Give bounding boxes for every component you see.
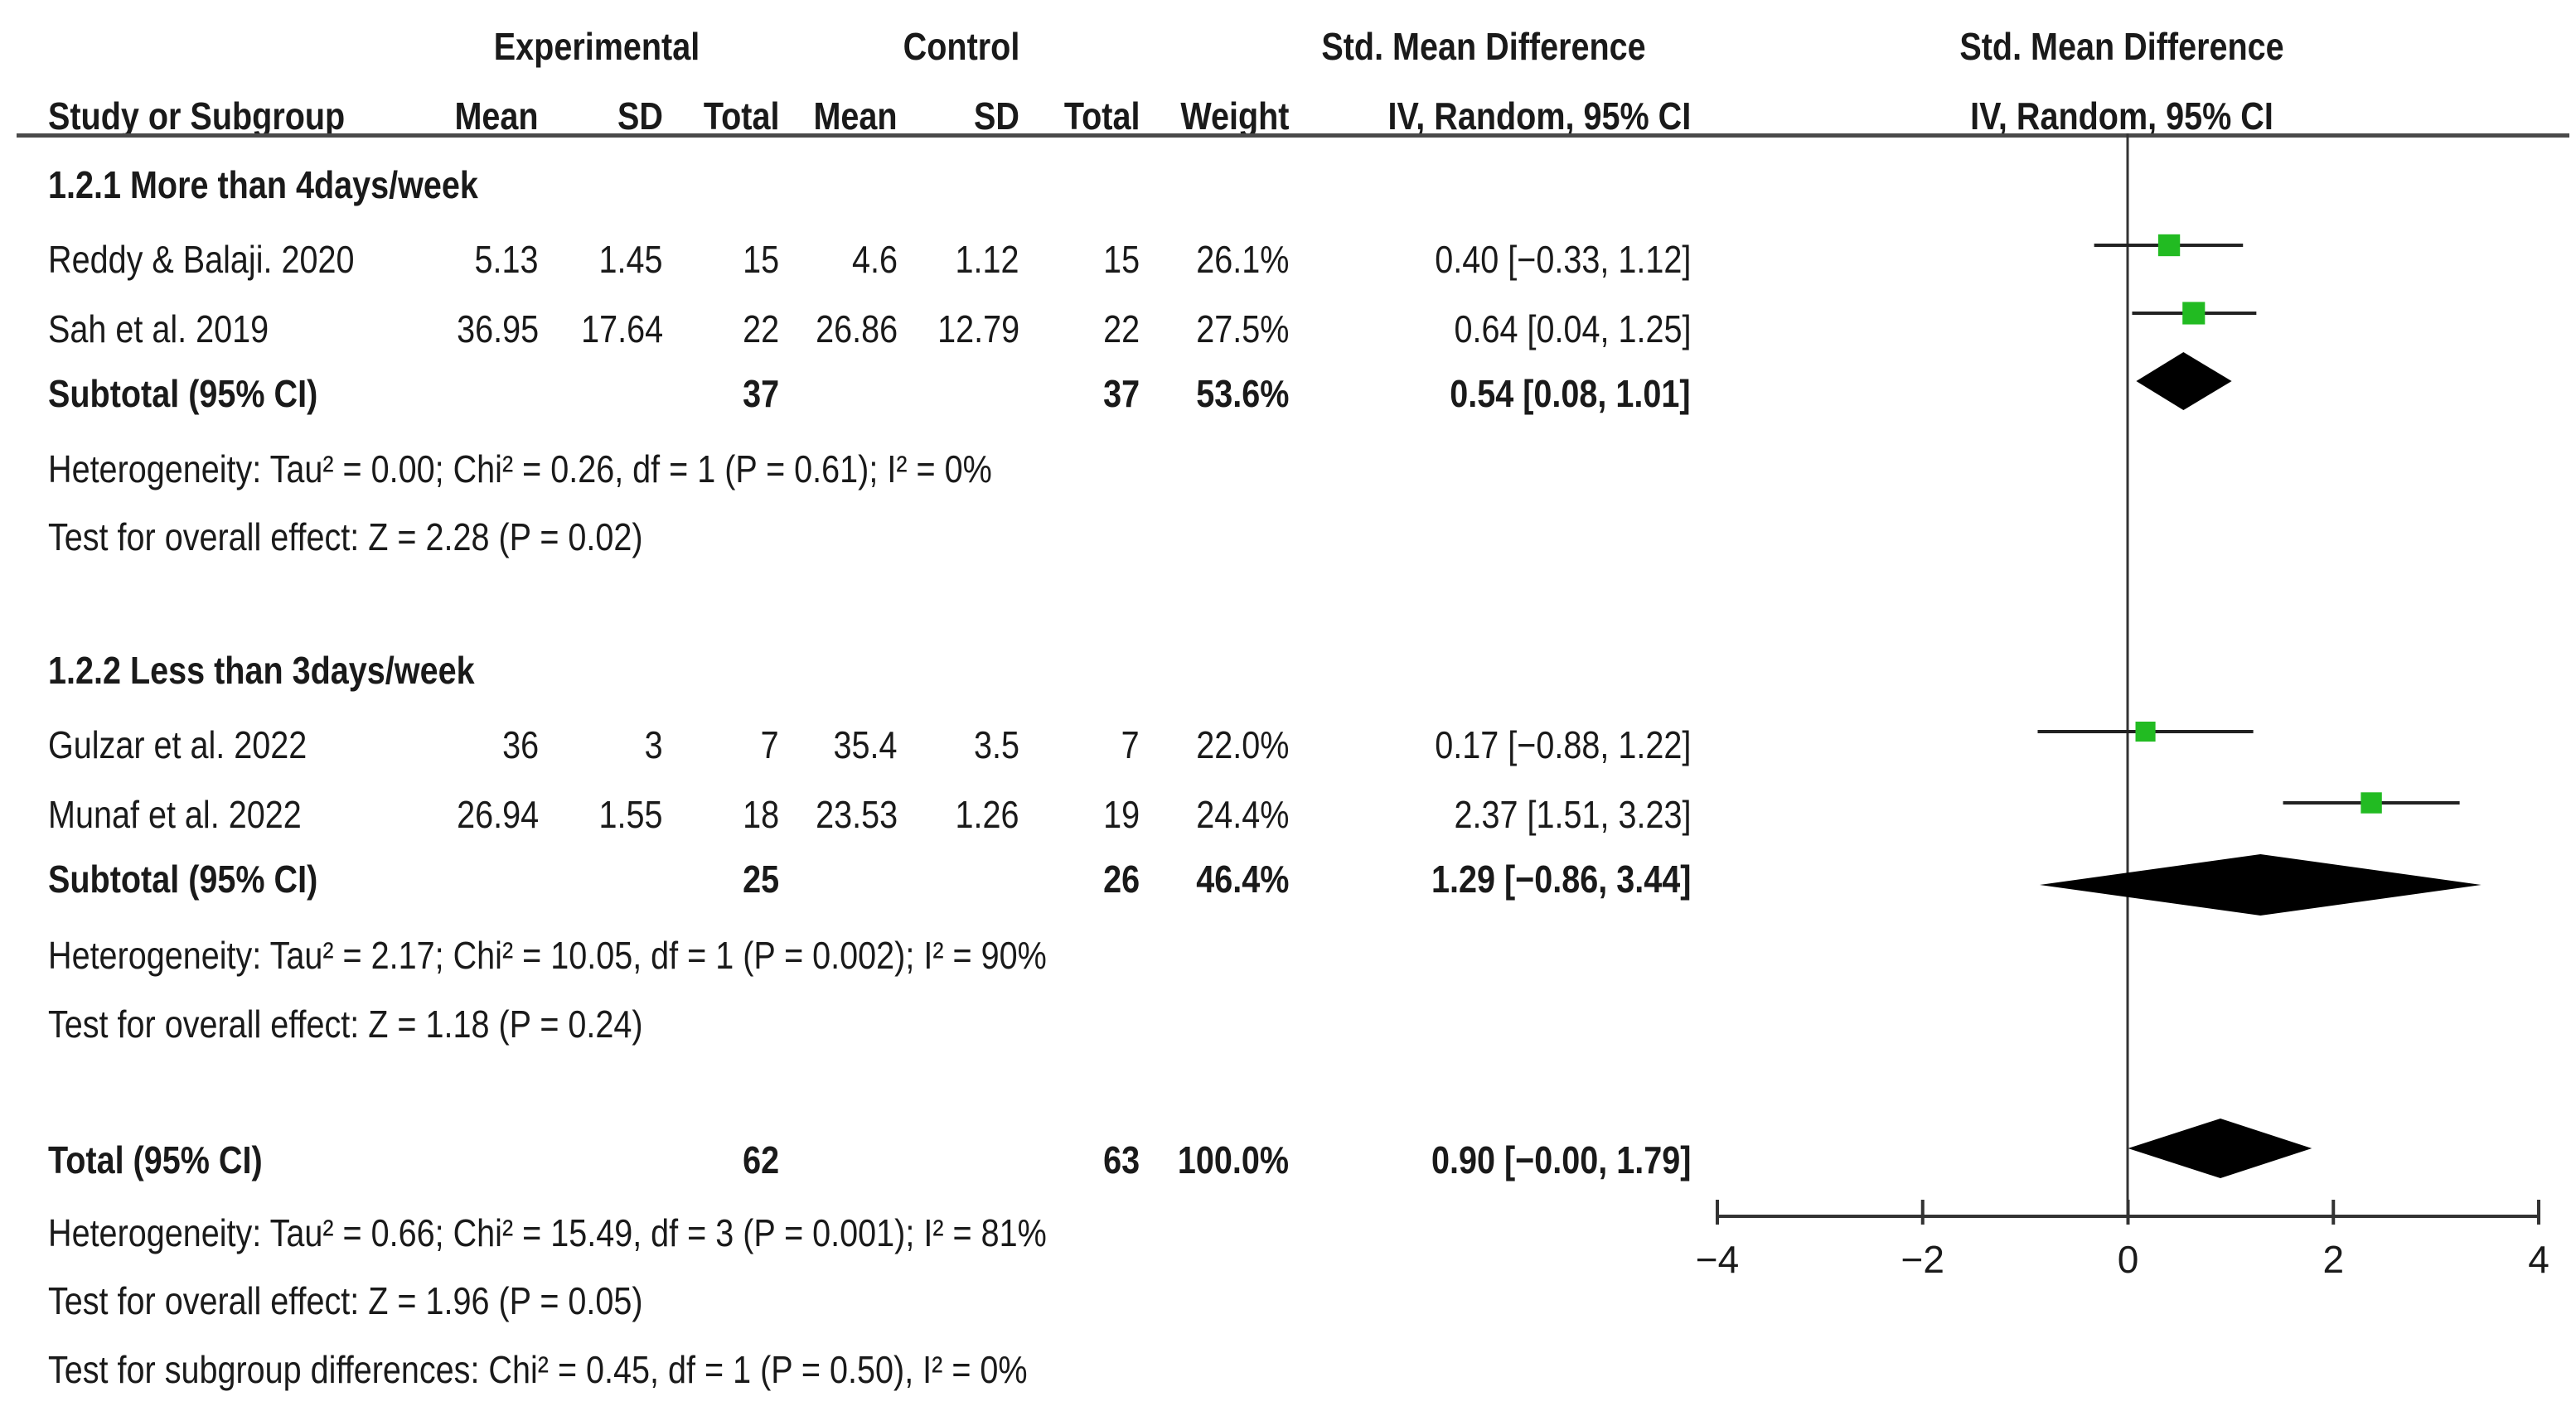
experimental-header: Experimental [493, 25, 700, 68]
e-total: 25 [742, 858, 779, 901]
c-mean: 23.53 [815, 793, 898, 836]
c-sd: 12.79 [937, 307, 1019, 350]
smd-table-header: Std. Mean Difference [1321, 25, 1646, 68]
header-rule [17, 133, 2569, 138]
effect-ci: 1.29 [−0.86, 3.44] [1431, 858, 1691, 901]
weight: 27.5% [1195, 307, 1289, 350]
col-plot-method: IV, Random, 95% CI [1970, 94, 2273, 138]
subtotal-label: Subtotal (95% CI) [48, 858, 318, 901]
col-c-mean: Mean [813, 94, 898, 138]
study-point-marker [2157, 234, 2181, 257]
e-sd: 3 [644, 723, 663, 766]
x-tick-label: −2 [1901, 1238, 1944, 1281]
overall-effect-text: Test for overall effect: Z = 1.18 (P = 0… [48, 1003, 643, 1046]
summary-diamond [2039, 854, 2482, 916]
heterogeneity-text: Heterogeneity: Tau² = 0.66; Chi² = 15.49… [48, 1211, 1047, 1254]
control-header: Control [903, 25, 1020, 68]
study-name: Munaf et al. 2022 [48, 793, 302, 836]
e-total: 15 [742, 238, 779, 281]
col-weight: Weight [1179, 94, 1289, 138]
summary-diamond [2136, 352, 2232, 410]
study-point-marker [2135, 721, 2156, 742]
study-name: Gulzar et al. 2022 [48, 723, 307, 766]
e-mean: 36 [501, 723, 539, 766]
weight: 24.4% [1195, 793, 1289, 836]
effect-ci: 0.17 [−0.88, 1.22] [1434, 723, 1691, 766]
c-sd: 1.12 [956, 238, 1019, 281]
weight: 100.0% [1177, 1138, 1289, 1181]
c-total: 22 [1102, 307, 1140, 350]
overall-effect-text: Test for overall effect: Z = 1.96 (P = 0… [48, 1279, 643, 1322]
col-c-sd: SD [974, 94, 1019, 138]
group-title: 1.2.1 More than 4days/week [48, 163, 478, 206]
c-mean: 4.6 [852, 238, 898, 281]
weight: 26.1% [1195, 238, 1289, 281]
c-mean: 26.86 [815, 307, 898, 350]
col-study: Study or Subgroup [48, 94, 346, 138]
x-tick-label: 0 [2118, 1238, 2139, 1281]
study-point-marker [2182, 302, 2206, 325]
e-total: 18 [742, 793, 779, 836]
c-total: 63 [1102, 1138, 1140, 1181]
c-total: 26 [1102, 858, 1140, 901]
weight: 22.0% [1195, 723, 1289, 766]
e-sd: 1.55 [599, 793, 663, 836]
effect-ci: 0.40 [−0.33, 1.12] [1434, 238, 1691, 281]
group-title: 1.2.2 Less than 3days/week [48, 649, 475, 692]
e-mean: 5.13 [475, 238, 539, 281]
effect-ci: 0.90 [−0.00, 1.79] [1431, 1138, 1691, 1181]
x-tick-label: −4 [1696, 1238, 1739, 1281]
overall-effect-text: Test for overall effect: Z = 2.28 (P = 0… [48, 515, 643, 558]
study-point-marker [2361, 792, 2382, 814]
x-tick-label: 2 [2322, 1238, 2344, 1281]
col-e-sd: SD [617, 94, 663, 138]
col-c-total: Total [1063, 94, 1140, 138]
effect-ci: 0.64 [0.04, 1.25] [1454, 307, 1691, 350]
total-label: Total (95% CI) [48, 1138, 263, 1181]
col-e-mean: Mean [454, 94, 539, 138]
col-ci: IV, Random, 95% CI [1387, 94, 1691, 138]
weight: 46.4% [1195, 858, 1289, 901]
summary-diamond [2128, 1119, 2312, 1178]
subgroup-differences-text: Test for subgroup differences: Chi² = 0.… [48, 1348, 1028, 1391]
c-total: 19 [1102, 793, 1140, 836]
e-total: 62 [742, 1138, 779, 1181]
e-total: 7 [760, 723, 779, 766]
study-name: Reddy & Balaji. 2020 [48, 238, 355, 281]
c-total: 7 [1121, 723, 1140, 766]
c-total: 37 [1102, 372, 1140, 415]
effect-ci: 2.37 [1.51, 3.23] [1454, 793, 1691, 836]
e-sd: 17.64 [580, 307, 663, 350]
e-total: 37 [742, 372, 779, 415]
x-tick-label: 4 [2528, 1238, 2549, 1281]
c-total: 15 [1102, 238, 1140, 281]
subtotal-label: Subtotal (95% CI) [48, 372, 318, 415]
e-mean: 36.95 [456, 307, 539, 350]
smd-plot-header: Std. Mean Difference [1959, 25, 2284, 68]
effect-ci: 0.54 [0.08, 1.01] [1450, 372, 1691, 415]
col-e-total: Total [703, 94, 779, 138]
heterogeneity-text: Heterogeneity: Tau² = 2.17; Chi² = 10.05… [48, 934, 1047, 977]
e-mean: 26.94 [456, 793, 539, 836]
c-mean: 35.4 [834, 723, 898, 766]
weight: 53.6% [1195, 372, 1289, 415]
e-sd: 1.45 [599, 238, 663, 281]
study-name: Sah et al. 2019 [48, 307, 269, 350]
c-sd: 1.26 [956, 793, 1019, 836]
heterogeneity-text: Heterogeneity: Tau² = 0.00; Chi² = 0.26,… [48, 447, 992, 490]
e-total: 22 [742, 307, 779, 350]
c-sd: 3.5 [974, 723, 1019, 766]
